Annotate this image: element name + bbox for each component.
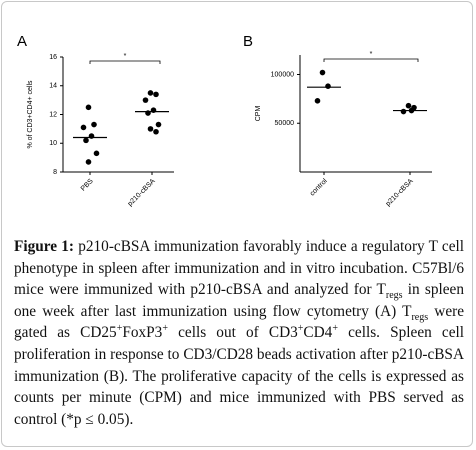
significance-bracket [89, 60, 161, 64]
panel-label: A [17, 33, 27, 50]
y-tick-label: 50000 [275, 120, 295, 127]
y-tick-label: 100000 [271, 71, 294, 78]
data-point [153, 128, 159, 135]
data-point [153, 91, 159, 98]
y-axis-label: % of CD3+CD4+ cells [27, 80, 34, 149]
caption-text: FoxP3 [122, 324, 163, 342]
charts: A % of CD3+CD4+ cells 8 10 12 14 16 PBS p210-cBS… [17, 33, 432, 208]
panel-label: B [243, 33, 253, 50]
caption-text: CD4 [303, 324, 333, 342]
significance-label: * [370, 51, 373, 58]
data-point [400, 108, 407, 115]
caption-text: cells out of CD3 [167, 324, 298, 342]
data-point [83, 137, 89, 144]
caption-sub: regs [385, 290, 403, 302]
caption-sub: regs [411, 311, 429, 323]
y-tick-label: 14 [49, 83, 57, 90]
data-point [91, 121, 97, 128]
data-point [405, 102, 412, 109]
data-point [314, 98, 321, 104]
y-tick-label: 8 [53, 169, 57, 176]
caption-text: were gated as CD25 [14, 302, 464, 342]
caption-sup: + [297, 323, 304, 335]
caption-sup: + [162, 323, 168, 335]
data-point [93, 150, 100, 157]
x-tick-label: p210-cBSA [127, 178, 157, 208]
data-point [319, 69, 326, 76]
x-tick-label: p210-cBSA [385, 178, 415, 208]
data-point [325, 83, 331, 89]
data-point [155, 121, 162, 128]
data-point [80, 124, 87, 131]
caption-text: in spleen one week after last immunizati… [14, 281, 464, 320]
data-point [147, 126, 154, 132]
x-tick-label: PBS [80, 178, 95, 193]
data-point [147, 90, 154, 96]
caption-sup: + [332, 323, 338, 335]
caption-text: p210-cBSA immunization favorably induce … [14, 238, 464, 299]
data-point [85, 159, 92, 165]
x-tick-label: control [309, 177, 329, 197]
significance-label: * [124, 53, 127, 60]
y-tick-label: 10 [49, 140, 57, 147]
y-tick-label: 16 [49, 54, 57, 61]
y-axis-label: CPM [255, 106, 262, 122]
caption: Figure 1: p210-cBSA immunization favorab… [14, 236, 464, 430]
caption-label: Figure 1: [14, 238, 75, 255]
significance-bracket [323, 58, 419, 62]
data-point [142, 97, 149, 103]
caption-text: cells. Spleen cell proliferation in resp… [14, 324, 464, 428]
data-point [85, 104, 92, 111]
caption-sup: + [116, 323, 123, 335]
y-tick-label: 12 [49, 111, 57, 118]
